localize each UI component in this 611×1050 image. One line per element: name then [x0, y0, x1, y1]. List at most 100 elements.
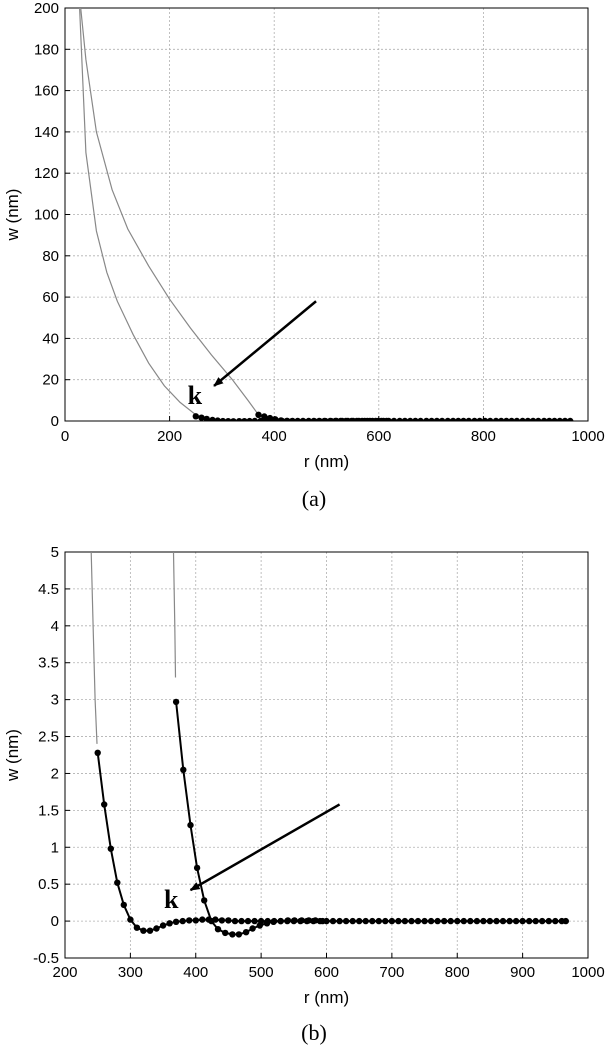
y-tick-label: 100 — [34, 207, 59, 224]
x-tick-label: 800 — [445, 964, 470, 981]
x-tick-label: 800 — [471, 428, 496, 445]
series-2-point — [277, 417, 285, 421]
series-2-point — [366, 417, 374, 421]
x-tick-label: 200 — [52, 964, 77, 981]
series-1-point — [412, 417, 419, 421]
series-2-point — [288, 418, 296, 421]
series-1-point — [114, 879, 121, 886]
series-1-point — [153, 925, 160, 932]
series-1-point — [467, 917, 474, 925]
series-2-point — [344, 417, 352, 421]
series-1-point — [455, 417, 462, 421]
series-1-point — [561, 417, 569, 421]
y-tick-label: 3.5 — [38, 655, 59, 672]
series-1-point — [487, 417, 494, 421]
series-1-point — [567, 417, 574, 421]
series-2-point — [305, 917, 312, 924]
series-1-point — [225, 418, 232, 421]
series-1-point — [476, 417, 483, 421]
series-1-point — [219, 417, 227, 421]
y-tick-label: 60 — [42, 289, 59, 306]
y-tick-label: -0.5 — [33, 950, 59, 967]
series-1-point — [503, 417, 510, 421]
annotation-arrow — [213, 300, 317, 387]
series-1-point — [540, 417, 548, 421]
series-1-point — [209, 416, 216, 421]
series-1-point — [246, 417, 253, 421]
series-1-point — [407, 417, 414, 421]
series-1-point — [441, 917, 448, 925]
y-tick-label: 200 — [34, 0, 59, 17]
series-2-point — [322, 417, 329, 421]
series-1-point — [140, 927, 147, 934]
series-1-point — [417, 417, 424, 421]
y-tick-label: 2 — [51, 765, 59, 782]
x-tick-label: 400 — [262, 428, 287, 445]
series-2-point — [312, 917, 319, 924]
series-1-point — [214, 417, 221, 421]
series-2-point — [355, 417, 363, 421]
series-2-point — [270, 918, 277, 925]
y-tick-label: 3 — [51, 692, 59, 709]
series-2-point — [222, 929, 229, 937]
series-1-point — [562, 917, 569, 925]
series-1-point — [251, 417, 258, 421]
series-1-point — [244, 917, 252, 925]
series-1-point — [486, 917, 494, 925]
series-1-point — [524, 417, 532, 421]
y-tick-label: 40 — [42, 330, 59, 347]
series-1-point — [230, 418, 237, 421]
x-tick-label: 400 — [183, 964, 208, 981]
series-2-point — [378, 417, 385, 421]
series-1-point — [396, 417, 403, 421]
series-1-point — [428, 417, 435, 421]
series-1-point — [336, 917, 343, 925]
x-tick-label: 300 — [118, 964, 143, 981]
series-2-point — [284, 917, 292, 924]
series-2-point — [319, 917, 326, 925]
series-1-point — [238, 917, 245, 925]
x-tick-label: 0 — [61, 428, 69, 445]
plot-area — [65, 552, 588, 958]
x-axis-label: r (nm) — [304, 452, 349, 471]
x-tick-label: 600 — [366, 428, 391, 445]
x-tick-label: 900 — [510, 964, 535, 981]
series-1-point — [465, 417, 472, 421]
series-1-point — [133, 924, 141, 931]
y-tick-label: 1.5 — [38, 802, 59, 819]
series-2-point — [261, 413, 268, 420]
series-1-point — [433, 417, 441, 421]
series-1-point — [375, 917, 382, 925]
series-1-point — [401, 417, 409, 421]
y-tick-label: 0 — [51, 913, 59, 930]
y-tick-label: 20 — [42, 372, 59, 389]
series-2-point — [272, 416, 279, 421]
series-2-point — [235, 931, 243, 938]
series-1-point — [526, 917, 533, 925]
annotation-label: k — [164, 885, 179, 914]
series-1-point — [198, 414, 205, 421]
x-axis-label: r (nm) — [304, 988, 349, 1007]
series-1-point — [390, 417, 398, 421]
series-1-point — [414, 917, 422, 925]
x-tick-label: 1000 — [571, 428, 604, 445]
series-1-point — [329, 917, 337, 925]
series-2-point — [172, 698, 180, 706]
series-2-point — [263, 920, 271, 927]
series-1-point — [447, 917, 454, 925]
series-1-point — [492, 417, 500, 421]
series-1-point — [513, 417, 521, 421]
series-2-point — [294, 418, 301, 421]
series-2-point — [298, 917, 305, 924]
series-1-point — [532, 917, 539, 925]
chart-panel-a: 0 200 400 600 800 1000 0 20 40 60 80 100 120 140 160 18… — [3, 0, 605, 511]
series-1-point — [356, 917, 363, 925]
series-1-point — [493, 917, 500, 925]
series-2-point — [328, 417, 335, 421]
x-tick-label: 600 — [314, 964, 339, 981]
panel-caption: (a) — [302, 486, 326, 511]
series-1-point — [434, 917, 441, 925]
series-1-point — [512, 917, 520, 925]
series-1-point — [159, 922, 167, 929]
series-2-point — [214, 926, 222, 933]
